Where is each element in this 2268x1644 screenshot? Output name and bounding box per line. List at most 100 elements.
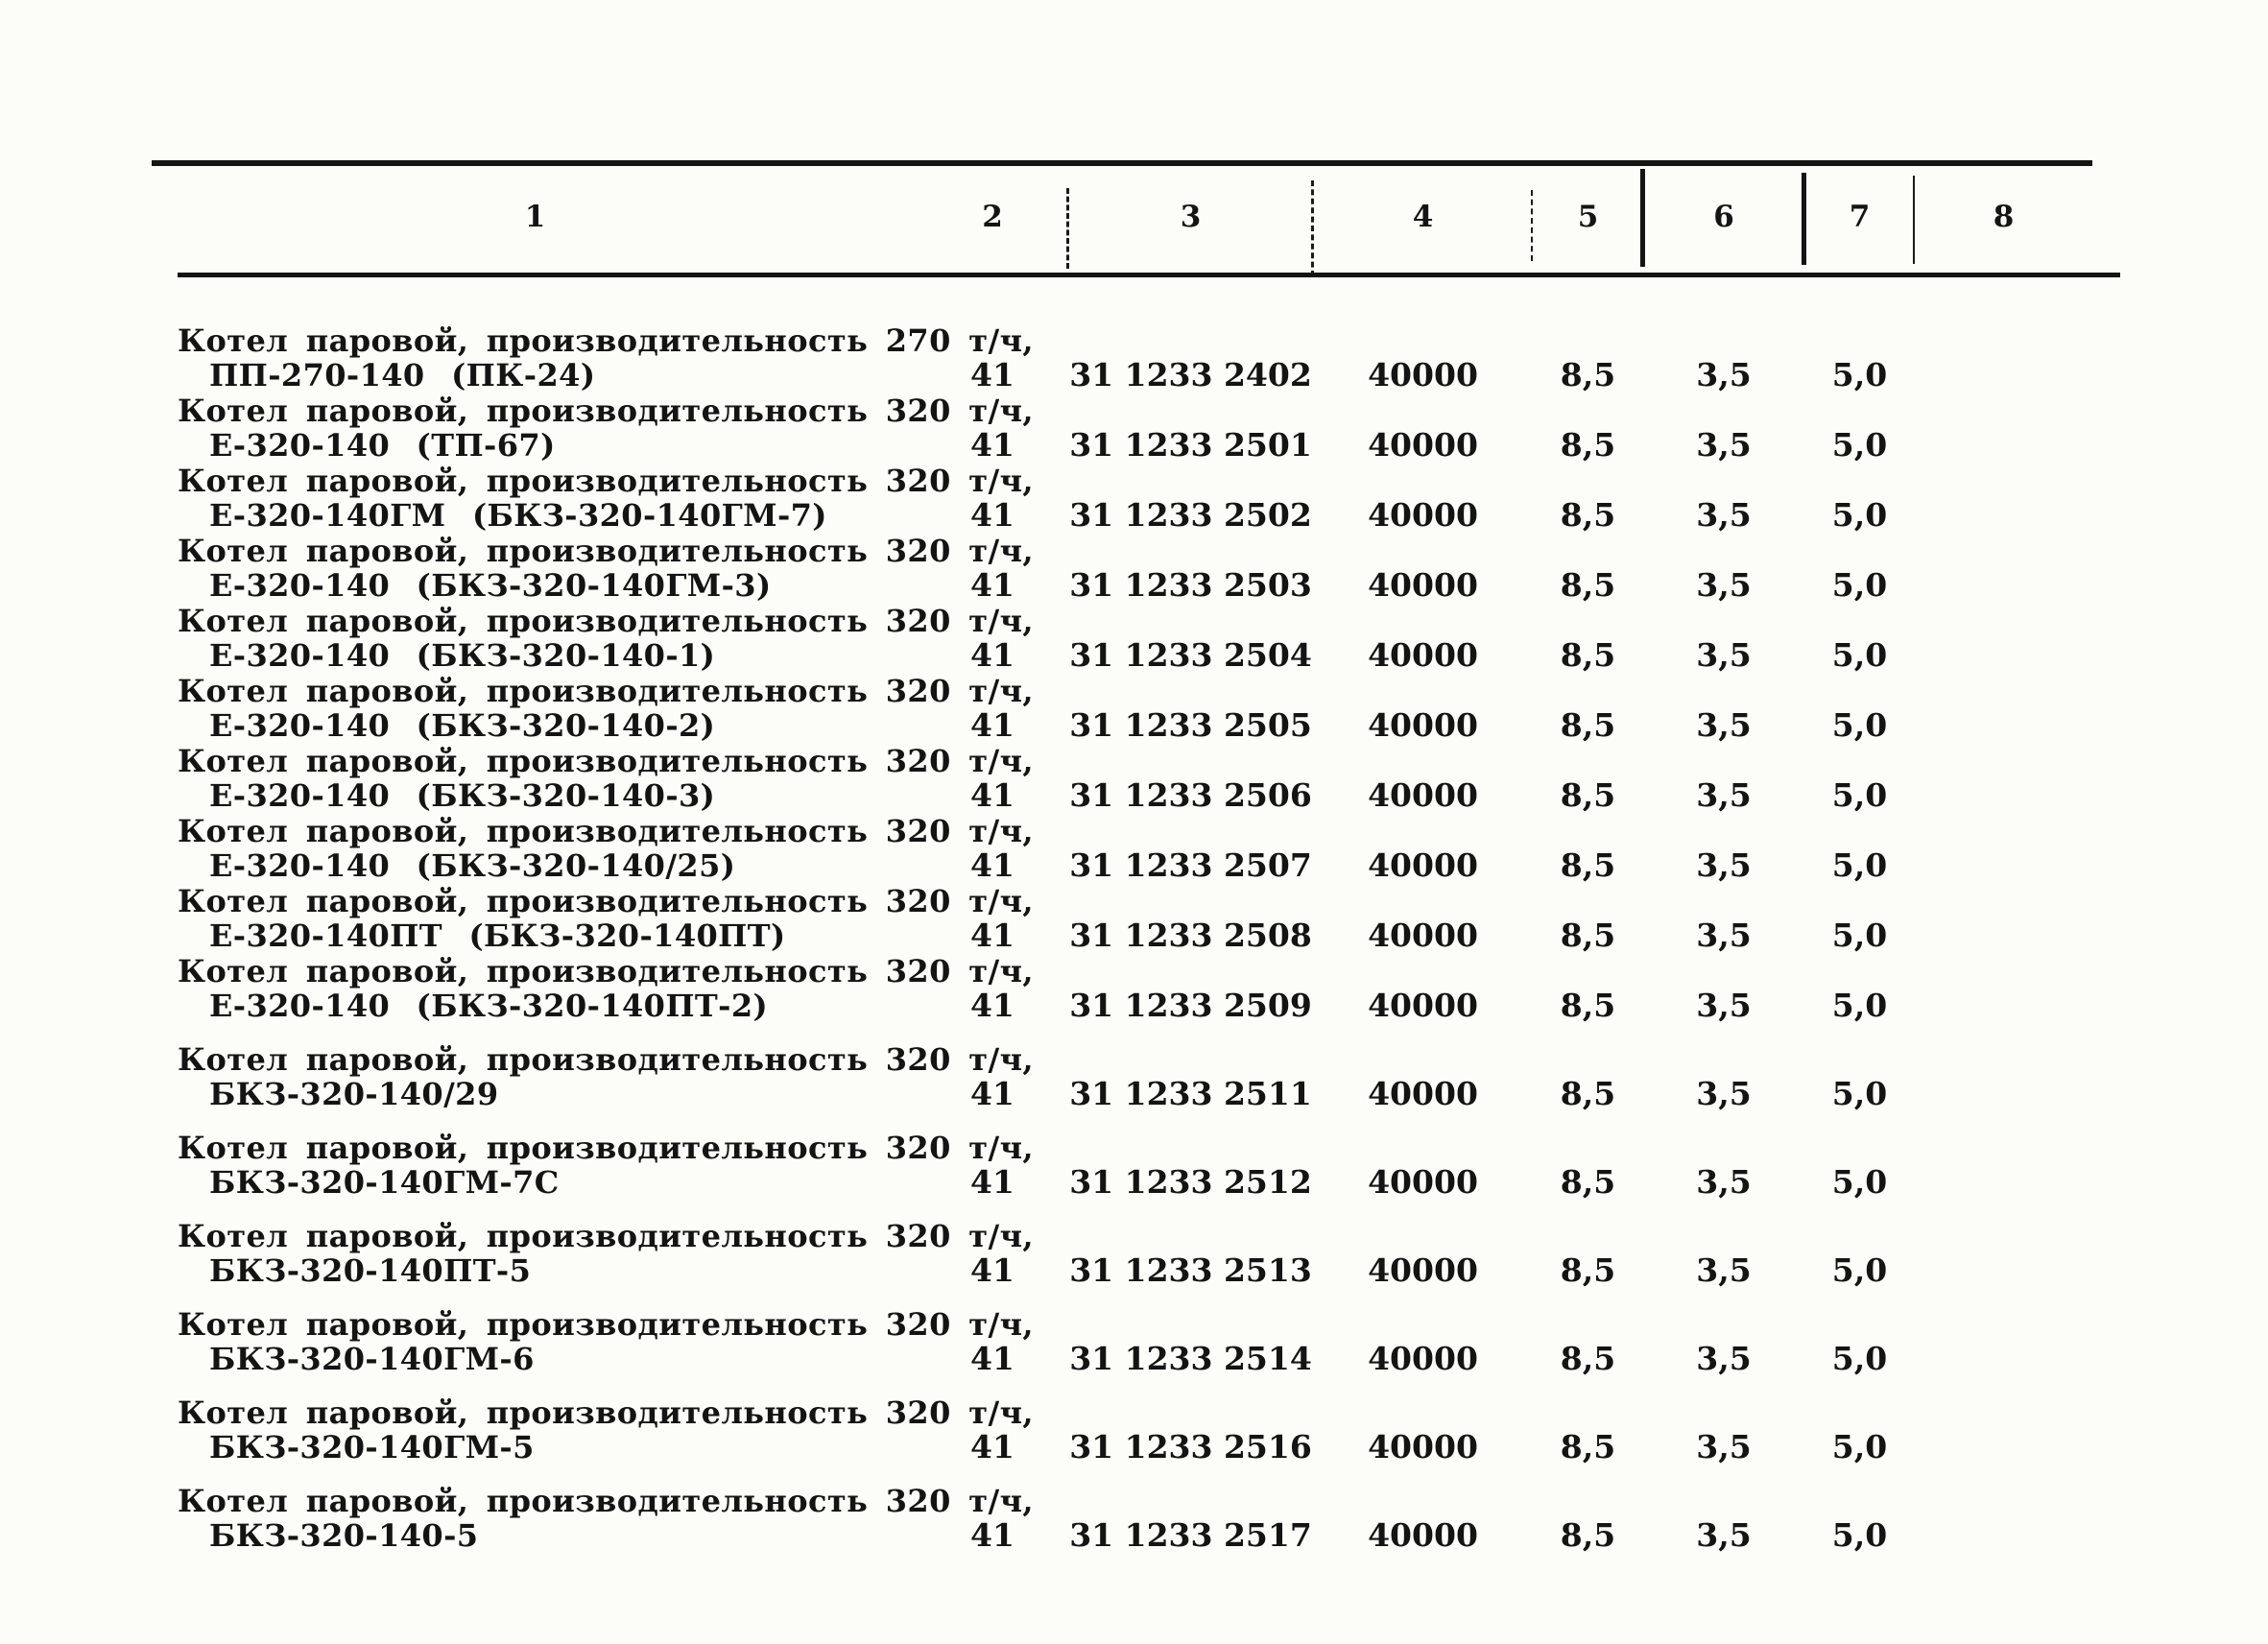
col6-value: 3,5 [1696, 1251, 1752, 1289]
col5-value: 8,5 [1560, 1075, 1616, 1112]
boiler-description-cell: Котел паровой, производительность 320 т/… [154, 1394, 1034, 1465]
col7-value: 5,0 [1831, 356, 1888, 393]
col2-value: 41 [970, 1251, 1015, 1289]
boiler-description-cell: Котел паровой, производительность 320 т/… [154, 464, 1034, 533]
col4-value: 40000 [1368, 987, 1478, 1024]
col5-value: 8,5 [1560, 1340, 1616, 1377]
table-row: Котел паровой, производительность 320 т/… [154, 1483, 2092, 1553]
boiler-description-cell: Котел паровой, производительность 320 т/… [154, 533, 1034, 604]
col5-value: 8,5 [1560, 987, 1616, 1024]
boiler-description-cell: Котел паровой, производительность 320 т/… [154, 1483, 1034, 1553]
boiler-model-line2: БКЗ-320-140ГМ-6 [209, 1341, 535, 1377]
col7-value: 5,0 [1831, 1516, 1888, 1554]
table-row: Котел паровой, производительность 320 т/… [154, 463, 2092, 533]
boiler-model-line2: БКЗ-320-140/29 [209, 1076, 499, 1112]
col2-value: 41 [970, 1075, 1015, 1112]
table-header-underline [178, 273, 2120, 277]
table-row: Котел паровой, производительность 320 т/… [154, 813, 2092, 883]
col3-code-value: 31 1233 2501 [1069, 426, 1312, 464]
col3-code-value: 31 1233 2507 [1069, 846, 1312, 884]
col7-value: 5,0 [1831, 1075, 1888, 1112]
boiler-model-line2: Е-320-140 (БКЗ-320-140ГМ-3) [209, 567, 772, 604]
table-row: Котел паровой, производительность 320 т/… [154, 673, 2092, 743]
col2-value: 41 [970, 636, 1015, 674]
boiler-description-cell: Котел паровой, производительность 320 т/… [154, 1131, 1034, 1201]
boiler-description-line1: Котел паровой, производительность 320 т/… [178, 953, 1034, 989]
col3-code-value: 31 1233 2508 [1069, 917, 1312, 954]
boiler-model-line2: Е-320-140 (БКЗ-320-140/25) [209, 847, 736, 884]
col4-value: 40000 [1368, 1251, 1478, 1289]
col6-value: 3,5 [1696, 1428, 1752, 1465]
header-separator-5-6 [1640, 169, 1645, 267]
table-row: Котел паровой, производительность 320 т/… [154, 603, 2092, 673]
boiler-description-line1: Котел паровой, производительность 320 т/… [178, 393, 1034, 429]
boiler-model-line2: БКЗ-320-140ГМ-7С [209, 1164, 560, 1201]
col5-value: 8,5 [1560, 1251, 1616, 1289]
col4-value: 40000 [1368, 1163, 1478, 1201]
col7-value: 5,0 [1831, 917, 1888, 954]
col2-value: 41 [970, 426, 1015, 464]
boiler-model-line2: Е-320-140 (БКЗ-320-140-1) [209, 637, 716, 674]
col6-value: 3,5 [1696, 356, 1752, 393]
table-header-row: 1 2 3 4 5 6 7 8 [154, 182, 2092, 251]
table-row: Котел паровой, производительность 320 т/… [154, 743, 2092, 813]
header-separator-7-8 [1913, 176, 1915, 264]
col4-value: 40000 [1368, 566, 1478, 604]
col4-value: 40000 [1368, 636, 1478, 674]
col2-value: 41 [970, 1428, 1015, 1465]
col2-value: 41 [970, 846, 1015, 884]
boiler-description-line1: Котел паровой, производительность 320 т/… [178, 1483, 1034, 1519]
boiler-description-cell: Котел паровой, производительность 320 т/… [154, 1307, 1034, 1377]
boiler-description-cell: Котел паровой, производительность 320 т/… [154, 814, 1034, 884]
boiler-description-line1: Котел паровой, производительность 320 т/… [178, 1218, 1034, 1254]
boiler-description-line1: Котел паровой, производительность 320 т/… [178, 673, 1034, 709]
boiler-description-line1: Котел паровой, производительность 270 т/… [178, 322, 1034, 359]
table-row: Котел паровой, производительность 270 т/… [154, 322, 2092, 393]
boiler-description-cell: Котел паровой, производительность 320 т/… [154, 604, 1034, 674]
col4-value: 40000 [1368, 1075, 1478, 1112]
col5-value: 8,5 [1560, 426, 1616, 464]
col2-value: 41 [970, 706, 1015, 744]
column-header-4: 4 [1412, 200, 1434, 234]
table-row: Котел паровой, производительность 320 т/… [154, 883, 2092, 953]
col7-value: 5,0 [1831, 706, 1888, 744]
col6-value: 3,5 [1696, 846, 1752, 884]
boiler-description-cell: Котел паровой, производительность 320 т/… [154, 1042, 1034, 1112]
boiler-description-line1: Котел паровой, производительность 320 т/… [178, 883, 1034, 919]
col3-code-value: 31 1233 2513 [1069, 1251, 1312, 1289]
table-top-border [152, 160, 2092, 166]
table-row: Котел паровой, производительность 320 т/… [154, 1041, 2092, 1111]
table-row: Котел паровой, производительность 320 т/… [154, 953, 2092, 1023]
col5-value: 8,5 [1560, 566, 1616, 604]
col6-value: 3,5 [1696, 917, 1752, 954]
boiler-description-cell: Котел паровой, производительность 320 т/… [154, 673, 1034, 743]
boiler-model-line2: Е-320-140ПТ (БКЗ-320-140ПТ) [209, 917, 786, 954]
col4-value: 40000 [1368, 496, 1478, 534]
col4-value: 40000 [1368, 1340, 1478, 1377]
table-row: Котел паровой, производительность 320 т/… [154, 1394, 2092, 1465]
boiler-description-cell: Котел паровой, производительность 320 т/… [154, 744, 1034, 813]
col7-value: 5,0 [1831, 1428, 1888, 1465]
col5-value: 8,5 [1560, 636, 1616, 674]
col5-value: 8,5 [1560, 776, 1616, 814]
boiler-description-cell: Котел паровой, производительность 270 т/… [154, 322, 1034, 393]
table-body: Котел паровой, производительность 270 т/… [154, 322, 2092, 1553]
col7-value: 5,0 [1831, 636, 1888, 674]
column-header-2: 2 [982, 200, 1003, 234]
col6-value: 3,5 [1696, 1163, 1752, 1201]
header-separator-2-3 [1066, 188, 1069, 269]
column-header-7: 7 [1849, 200, 1871, 234]
boiler-description-line1: Котел паровой, производительность 320 т/… [178, 1394, 1034, 1431]
col2-value: 41 [970, 496, 1015, 534]
col7-value: 5,0 [1831, 496, 1888, 534]
boiler-description-cell: Котел паровой, производительность 320 т/… [154, 953, 1034, 1023]
col6-value: 3,5 [1696, 426, 1752, 464]
boiler-description-line1: Котел паровой, производительность 320 т/… [178, 533, 1034, 569]
table-row: Котел паровой, производительность 320 т/… [154, 1306, 2092, 1376]
col6-value: 3,5 [1696, 706, 1752, 744]
col2-value: 41 [970, 1516, 1015, 1554]
table-row: Котел паровой, производительность 320 т/… [154, 1218, 2092, 1288]
col2-value: 41 [970, 356, 1015, 393]
col4-value: 40000 [1368, 917, 1478, 954]
